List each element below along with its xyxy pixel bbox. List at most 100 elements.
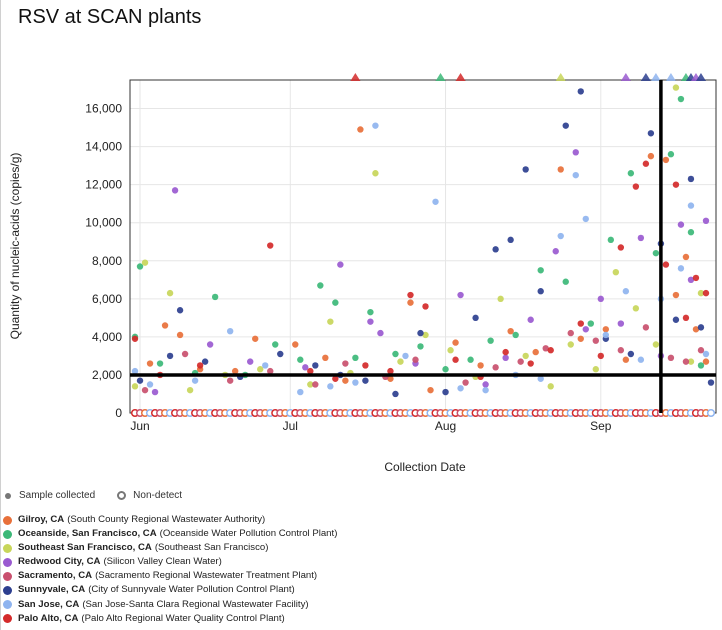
data-point — [647, 130, 655, 137]
data-point — [627, 170, 635, 177]
plant-legend-item[interactable]: Redwood City, CA (Silicon Valley Clean Wa… — [3, 555, 337, 569]
data-point — [397, 358, 404, 365]
data-point — [677, 221, 685, 228]
data-point — [372, 170, 379, 177]
data-point — [537, 267, 544, 274]
data-points — [131, 84, 715, 398]
y-tick-label: 2,000 — [92, 368, 122, 382]
legend-non-detect[interactable]: Non-detect — [117, 490, 182, 501]
x-axis-ticks: Jun Jul Aug Sep — [130, 419, 611, 433]
data-point — [412, 356, 419, 363]
data-point — [307, 367, 314, 375]
plant-name: Redwood City, CA — [18, 556, 101, 568]
data-point — [547, 347, 554, 354]
plant-legend-item[interactable]: Palo Alto, CA (Palo Alto Regional Water Q… — [3, 612, 337, 626]
data-point — [697, 324, 705, 331]
plant-name: Gilroy, CA — [18, 514, 65, 525]
data-point — [537, 288, 544, 295]
data-point — [687, 202, 695, 209]
plant-facility: (City of Sunnyvale Water Pollution Contr… — [88, 584, 295, 596]
x-tick-label: Jun — [130, 419, 149, 433]
data-point — [687, 229, 695, 236]
data-point — [422, 331, 429, 339]
plant-facility: (Palo Alto Regional Water Quality Contro… — [81, 612, 285, 624]
data-point — [562, 278, 569, 285]
data-point — [201, 358, 209, 365]
data-point — [327, 318, 334, 325]
data-point — [131, 335, 139, 342]
data-point — [642, 324, 650, 331]
data-point — [557, 166, 564, 173]
data-point — [582, 326, 589, 333]
legend-sample-collected[interactable]: Sample collected — [5, 490, 95, 501]
data-point — [387, 367, 394, 375]
plant-legend: Gilroy, CA (South County Regional Wastewa… — [3, 513, 337, 626]
data-point — [682, 358, 690, 365]
data-point — [607, 236, 615, 244]
data-point — [226, 327, 234, 335]
data-point — [247, 358, 254, 365]
data-point — [502, 348, 509, 356]
data-point — [487, 337, 494, 344]
plant-legend-item[interactable]: San Jose, CA (San Jose-Santa Clara Region… — [3, 598, 337, 612]
data-point — [362, 362, 369, 369]
data-point — [662, 261, 670, 268]
plant-legend-item[interactable]: Sunnyvale, CA (City of Sunnyvale Water Po… — [3, 583, 337, 597]
plant-color-swatch-icon — [3, 529, 12, 539]
x-tick-label: Aug — [435, 419, 456, 433]
plant-legend-item[interactable]: Sacramento, CA (Sacramento Regional Waste… — [3, 569, 337, 583]
plant-legend-item[interactable]: Southeast San Francisco, CA (Southeast Sa… — [3, 541, 337, 555]
data-point — [262, 362, 269, 369]
data-point — [682, 253, 690, 261]
plant-name: San Jose, CA — [18, 598, 80, 610]
data-point — [292, 341, 299, 348]
data-point — [166, 289, 174, 297]
data-point — [702, 358, 710, 365]
data-point — [562, 122, 569, 129]
plant-facility: (Oceanside Water Pollution Control Plant… — [159, 528, 338, 540]
plant-facility: (Sacramento Regional Wastewater Treatmen… — [95, 570, 318, 582]
plant-name: Oceanside, San Francisco, CA — [18, 528, 157, 540]
data-point — [452, 339, 459, 346]
plant-color-swatch-icon — [3, 557, 12, 567]
data-point — [602, 331, 610, 339]
data-point — [342, 377, 349, 384]
data-point — [672, 181, 680, 188]
data-point — [472, 314, 479, 322]
data-point — [367, 308, 374, 316]
data-point — [176, 331, 184, 339]
data-point — [131, 367, 139, 375]
plant-legend-item[interactable]: Oceanside, San Francisco, CA (Oceanside W… — [3, 527, 337, 541]
data-point — [257, 366, 264, 373]
y-tick-label: 4,000 — [92, 330, 122, 344]
data-point — [146, 381, 154, 388]
data-point — [687, 175, 695, 183]
plant-facility: (South County Regional Wastewater Author… — [67, 514, 266, 525]
non-detect-point — [706, 408, 716, 418]
data-point — [577, 335, 584, 342]
plant-facility: (Silicon Valley Clean Water) — [103, 556, 222, 568]
data-point — [302, 364, 309, 371]
plant-legend-item[interactable]: Gilroy, CA (South County Regional Wastewa… — [3, 513, 337, 527]
data-point — [662, 156, 670, 164]
data-point — [362, 377, 369, 384]
data-point — [342, 360, 349, 367]
y-tick-label: 16,000 — [85, 102, 122, 116]
data-point — [692, 326, 700, 333]
data-point — [572, 149, 579, 156]
data-point — [297, 356, 304, 363]
data-point — [417, 343, 424, 350]
data-point — [231, 367, 239, 375]
data-point — [687, 358, 695, 365]
data-point — [317, 282, 324, 289]
clipped-marker — [435, 73, 446, 81]
data-point — [667, 151, 675, 158]
clipped-marker — [350, 73, 361, 81]
data-point — [141, 259, 149, 266]
data-point — [672, 316, 680, 323]
data-point — [447, 347, 454, 354]
data-point — [131, 383, 139, 390]
data-point — [627, 350, 635, 358]
data-point — [682, 314, 690, 322]
